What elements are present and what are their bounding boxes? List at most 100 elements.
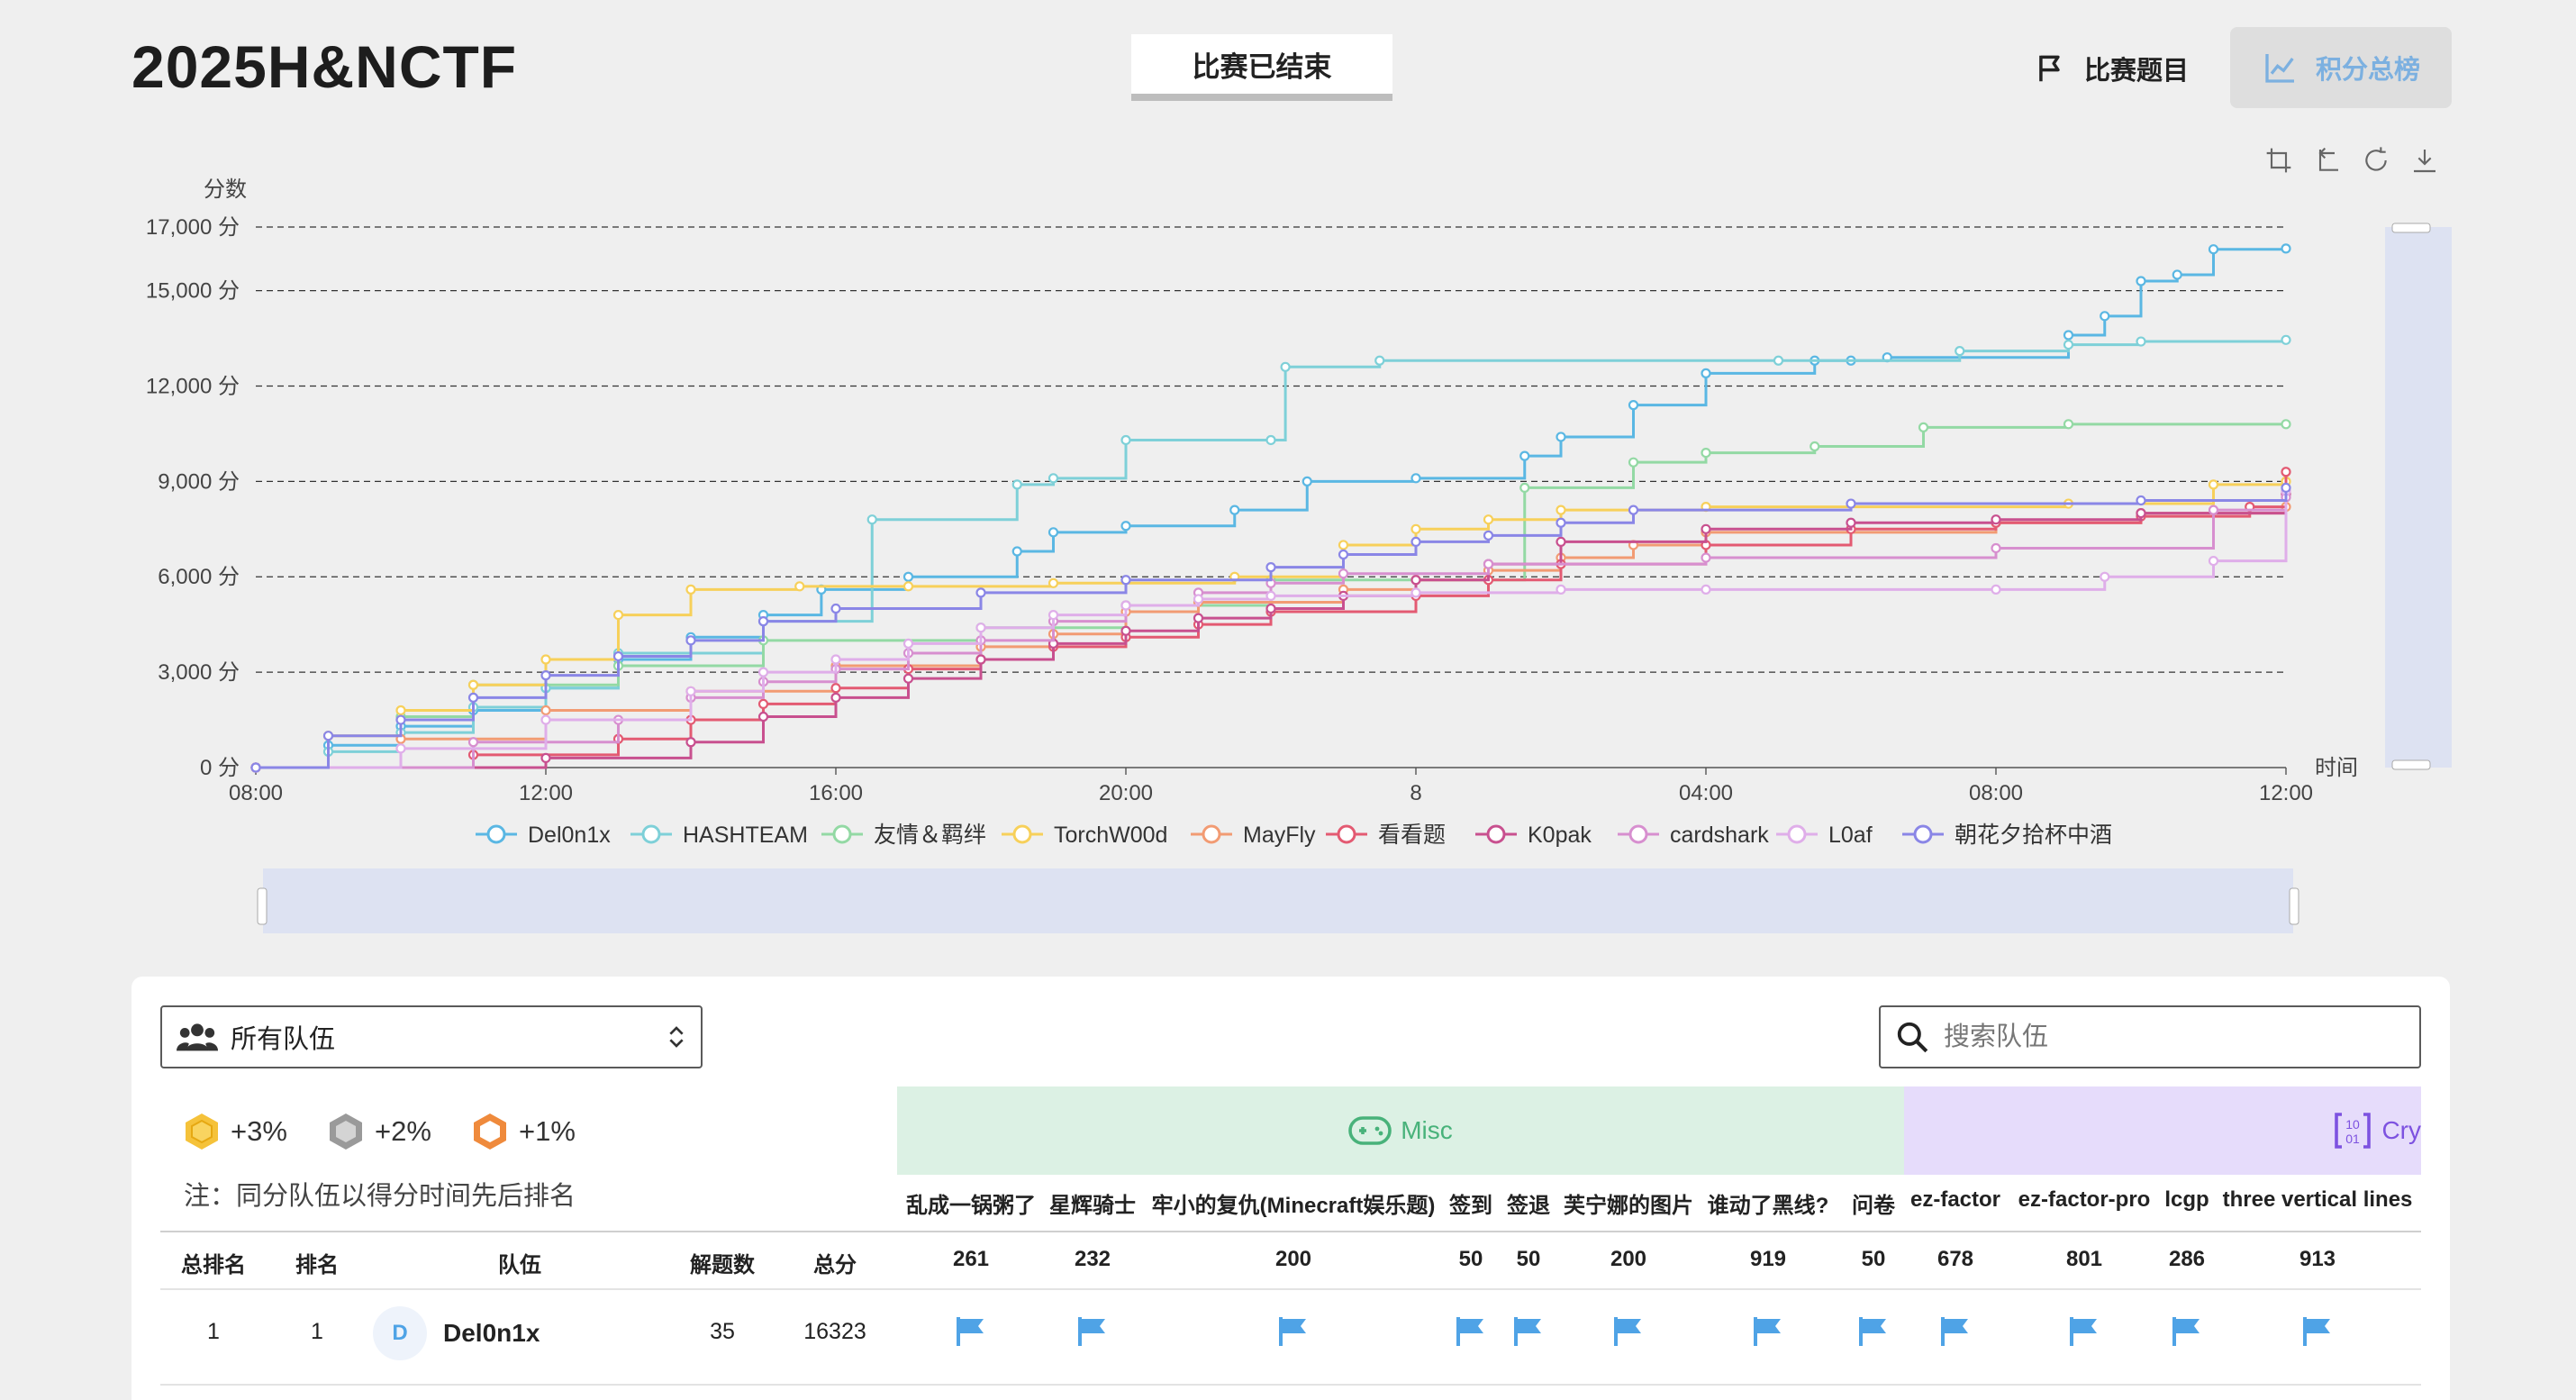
data-point[interactable] [685,737,696,748]
team-name[interactable]: Del0n1x [443,1319,540,1347]
download-icon[interactable] [2410,146,2439,175]
y-zoom-handle-bottom[interactable] [2391,759,2431,770]
data-point[interactable] [1556,536,1566,548]
data-point[interactable] [395,705,406,716]
x-zoom-slider[interactable] [263,868,2293,933]
data-point[interactable] [1120,434,1131,446]
data-point[interactable] [1846,498,1856,509]
y-zoom-slider[interactable] [2385,227,2452,768]
legend-item[interactable]: 看看题 [1326,823,1446,848]
data-point[interactable] [1556,584,1566,595]
data-point[interactable] [1810,441,1820,452]
data-point[interactable] [1410,575,1421,586]
data-point[interactable] [540,654,551,665]
challenge-name[interactable]: 谁动了黑线? [1707,1194,1829,1218]
series-line[interactable] [256,490,2288,769]
data-point[interactable] [830,654,841,665]
data-point[interactable] [2100,311,2110,322]
legend-item[interactable]: MayFly [1191,823,1316,848]
series-line[interactable] [256,494,2288,769]
data-point[interactable] [975,654,986,665]
restore-icon[interactable] [2362,146,2390,175]
data-point[interactable] [1265,590,1276,602]
series-line[interactable] [256,340,2288,769]
challenge-name[interactable]: 乱成一锅粥了 [906,1194,1036,1218]
data-point[interactable] [1410,536,1421,548]
legend-item[interactable]: K0pak [1475,823,1592,848]
data-point[interactable] [1991,542,2001,554]
data-point[interactable] [1773,355,1784,366]
data-point[interactable] [1483,530,1494,541]
nav-problems-button[interactable]: 比赛题目 [2034,45,2189,92]
data-point[interactable] [1556,505,1566,515]
data-point[interactable] [1628,505,1639,515]
zoom-reset-icon[interactable] [2313,146,2342,175]
data-point[interactable] [1229,505,1240,515]
data-point[interactable] [830,683,841,694]
data-point[interactable] [467,679,479,690]
data-point[interactable] [1701,368,1711,378]
data-point[interactable] [1846,517,1856,528]
data-point[interactable] [1011,479,1022,490]
data-point[interactable] [757,698,769,710]
data-point[interactable] [612,650,624,662]
legend-item[interactable]: 朝花夕拾杯中酒 [1902,823,2112,848]
data-point[interactable] [903,638,914,649]
data-point[interactable] [2136,336,2146,347]
data-point[interactable] [1265,603,1276,614]
data-point[interactable] [685,635,696,646]
data-point[interactable] [1918,422,1929,432]
data-point[interactable] [1556,432,1566,442]
team-filter-select[interactable]: 所有队伍 [160,1005,703,1068]
data-point[interactable] [2208,244,2219,255]
data-point[interactable] [1265,562,1276,573]
data-point[interactable] [2136,508,2146,519]
data-point[interactable] [1374,355,1385,366]
data-point[interactable] [1701,584,1711,595]
data-point[interactable] [1048,527,1059,538]
data-point[interactable] [2281,467,2291,477]
data-point[interactable] [2281,334,2291,345]
data-point[interactable] [2172,269,2182,280]
data-point[interactable] [1048,577,1059,588]
data-point[interactable] [1302,476,1312,486]
data-point[interactable] [250,762,261,773]
data-point[interactable] [1193,594,1204,605]
data-point[interactable] [2281,482,2291,494]
data-point[interactable] [685,584,696,595]
challenge-name[interactable]: 签到 [1449,1194,1492,1218]
data-point[interactable] [794,581,805,592]
legend-item[interactable]: 友情＆羁绊 [821,823,986,848]
challenge-name[interactable]: 星辉骑士 [1049,1194,1136,1218]
series-line[interactable] [256,471,2288,769]
data-point[interactable] [1955,346,1965,357]
data-point[interactable] [2208,479,2219,490]
data-point[interactable] [612,609,624,621]
data-point[interactable] [1483,514,1494,525]
data-point[interactable] [975,587,986,598]
data-point[interactable] [395,714,406,725]
data-point[interactable] [1701,447,1711,459]
data-point[interactable] [1120,521,1131,532]
data-point[interactable] [1265,434,1276,446]
x-zoom-handle-left[interactable] [257,887,268,925]
data-point[interactable] [975,623,986,633]
data-point[interactable] [757,711,769,723]
legend-item[interactable]: cardshark [1618,823,1769,848]
data-point[interactable] [395,743,406,754]
data-point[interactable] [830,603,841,614]
data-point[interactable] [757,667,769,677]
data-point[interactable] [322,731,334,741]
data-point[interactable] [2281,419,2291,430]
data-point[interactable] [1483,559,1494,569]
data-point[interactable] [1338,568,1349,579]
challenge-name[interactable]: lcgp [2164,1187,2209,1212]
data-point[interactable] [2208,505,2219,515]
legend-item[interactable]: L0af [1776,823,1873,848]
competition-status-tab[interactable]: 比赛已结束 [1131,34,1392,101]
data-point[interactable] [2100,571,2110,582]
nav-scoreboard-button[interactable]: 积分总榜 [2230,27,2452,108]
challenge-name[interactable]: 芙宁娜的图片 [1564,1194,1693,1218]
data-point[interactable] [1628,457,1639,468]
team-search-input[interactable] [1942,1021,2378,1053]
